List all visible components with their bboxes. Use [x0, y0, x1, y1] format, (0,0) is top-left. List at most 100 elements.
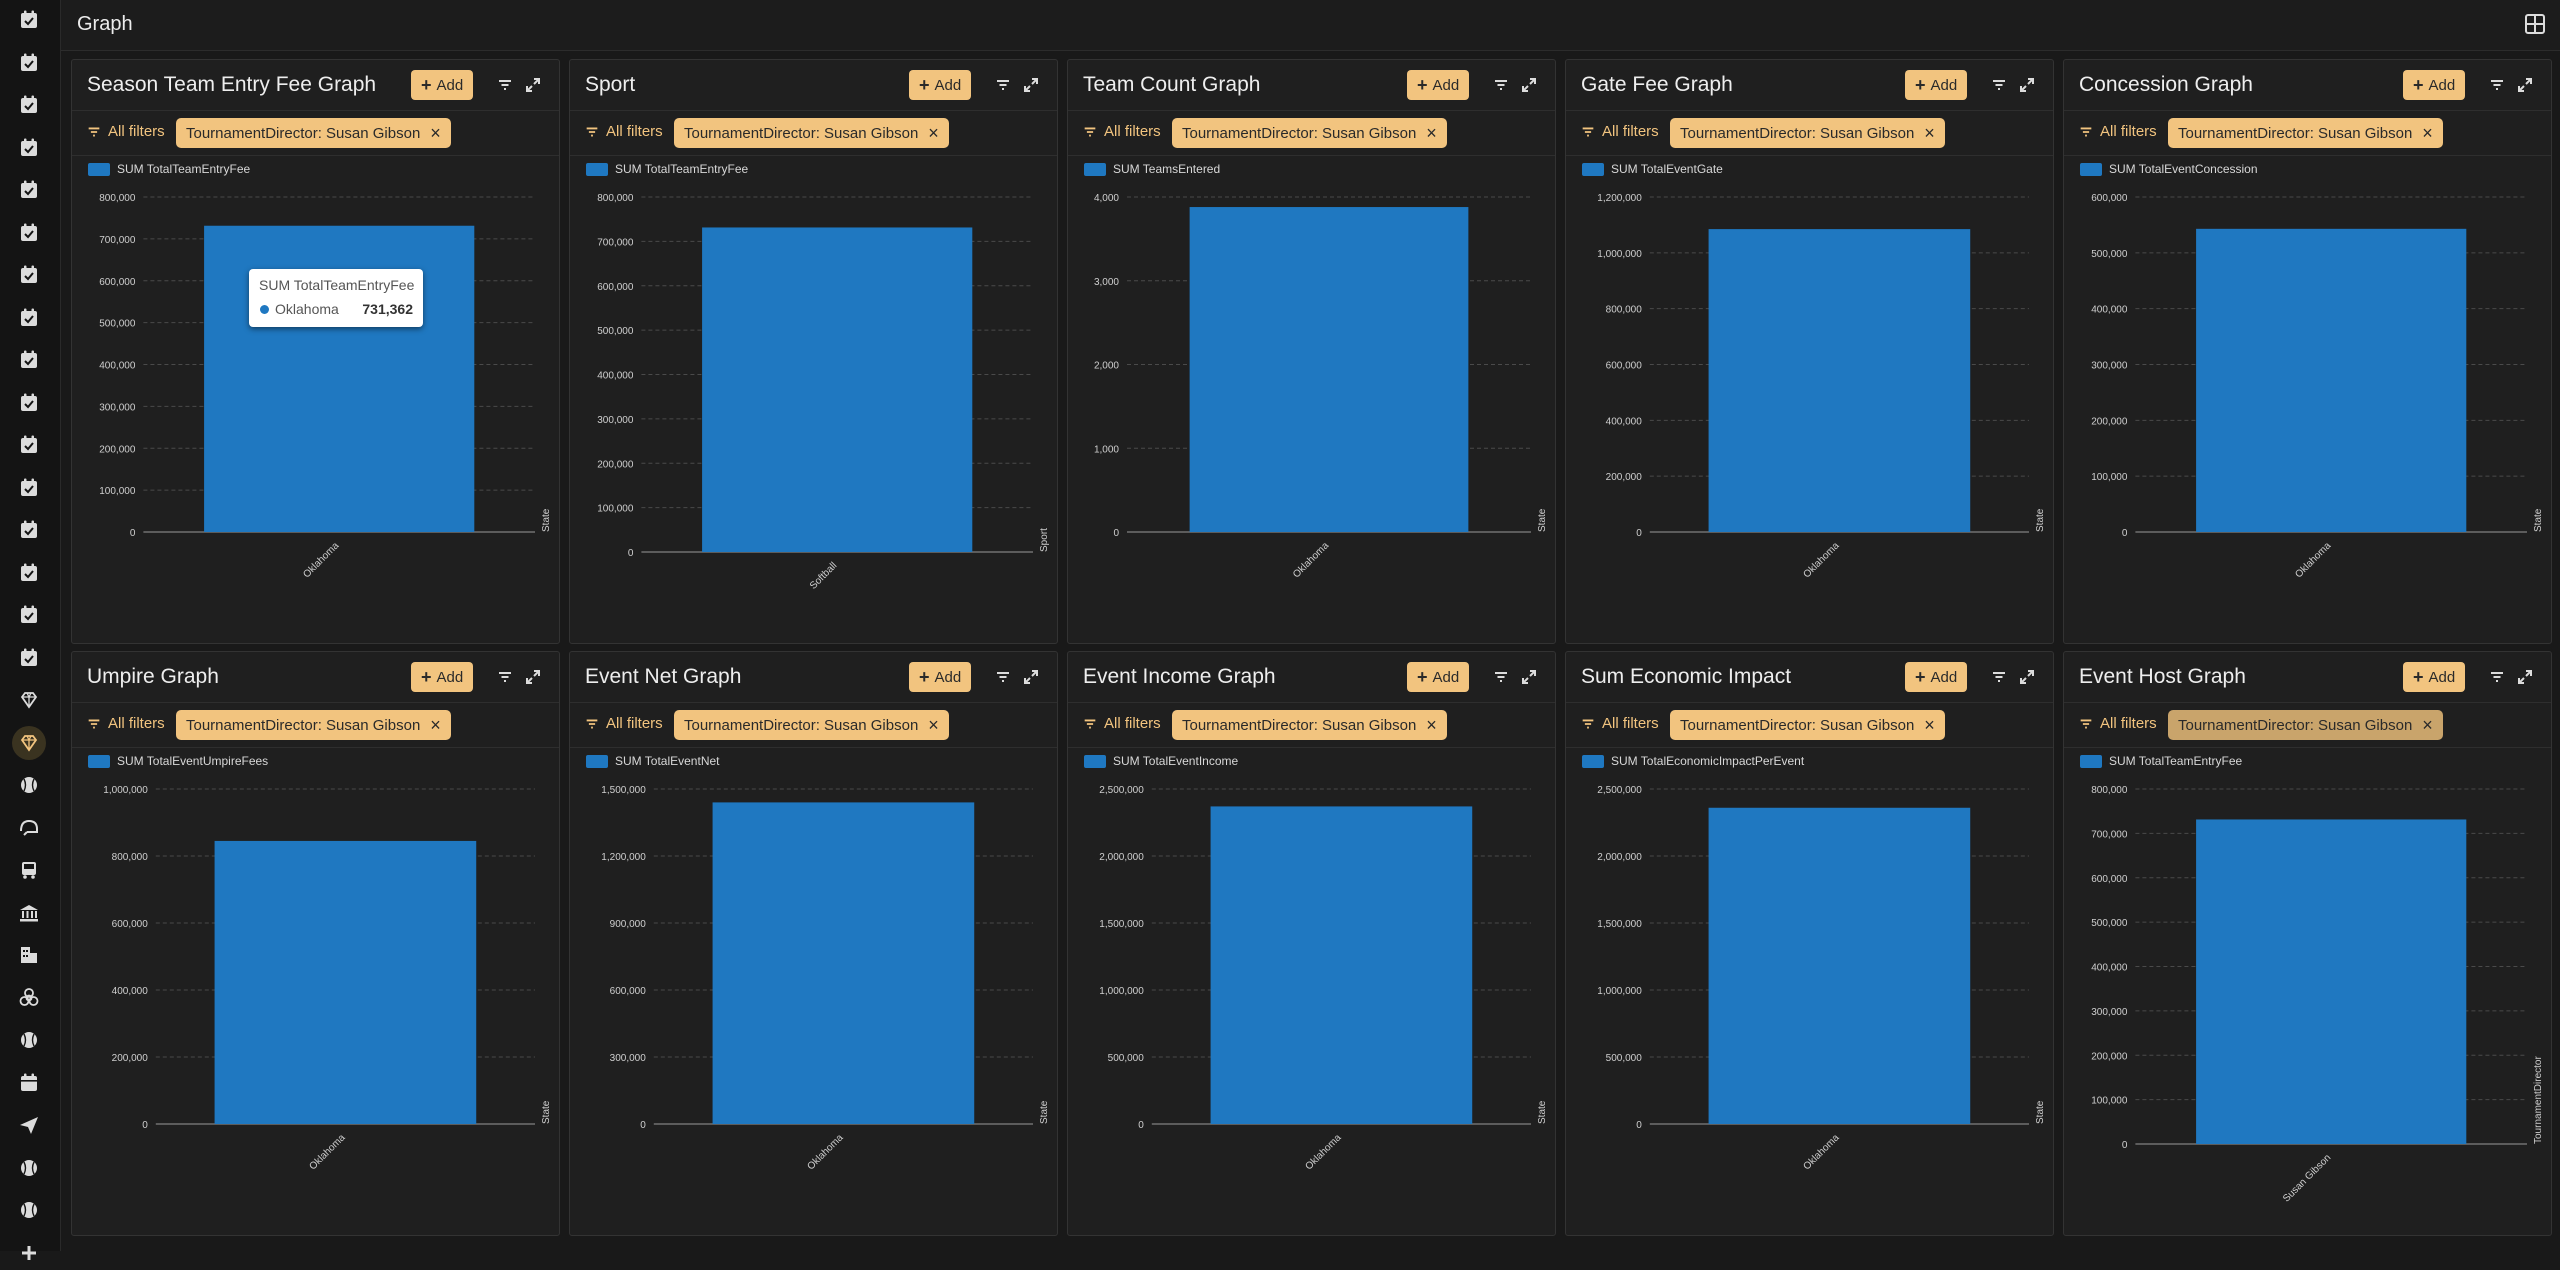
- bar[interactable]: [712, 802, 975, 1124]
- sidebar-item-16[interactable]: [12, 641, 46, 675]
- sidebar-item-12[interactable]: [12, 471, 46, 505]
- chart-legend[interactable]: SUM TotalEventUmpireFees: [88, 754, 268, 768]
- filter-icon[interactable]: [1990, 76, 2008, 94]
- expand-icon[interactable]: [524, 668, 542, 686]
- filter-icon[interactable]: [496, 668, 514, 686]
- sidebar-item-15[interactable]: [12, 598, 46, 632]
- all-filters-button[interactable]: All filters: [584, 715, 663, 732]
- filter-chip[interactable]: TournamentDirector: Susan Gibson ×: [1670, 710, 1945, 740]
- sidebar-item-13[interactable]: [12, 513, 46, 547]
- bar[interactable]: [1210, 806, 1473, 1124]
- sidebar-item-9[interactable]: [12, 343, 46, 377]
- all-filters-button[interactable]: All filters: [1580, 123, 1659, 140]
- sidebar-item-17[interactable]: [12, 683, 46, 717]
- filter-icon[interactable]: [496, 76, 514, 94]
- close-icon[interactable]: ×: [928, 715, 939, 735]
- sidebar-item-20[interactable]: [12, 811, 46, 845]
- sidebar-item-21[interactable]: [12, 853, 46, 887]
- close-icon[interactable]: ×: [1924, 123, 1935, 143]
- bar[interactable]: [214, 840, 477, 1124]
- chart-legend[interactable]: SUM TotalTeamEntryFee: [586, 162, 748, 176]
- sidebar-item-11[interactable]: [12, 428, 46, 462]
- sidebar-item-5[interactable]: [12, 173, 46, 207]
- bar[interactable]: [2196, 228, 2467, 532]
- expand-icon[interactable]: [1022, 668, 1040, 686]
- expand-icon[interactable]: [1520, 668, 1538, 686]
- all-filters-button[interactable]: All filters: [1580, 715, 1659, 732]
- filter-chip[interactable]: TournamentDirector: Susan Gibson ×: [1172, 118, 1447, 148]
- add-button[interactable]: + Add: [1905, 70, 1968, 100]
- sidebar-item-10[interactable]: [12, 386, 46, 420]
- layout-grid-icon[interactable]: [2524, 13, 2546, 35]
- all-filters-button[interactable]: All filters: [2078, 715, 2157, 732]
- close-icon[interactable]: ×: [1426, 123, 1437, 143]
- bar[interactable]: [2196, 819, 2467, 1144]
- expand-icon[interactable]: [524, 76, 542, 94]
- sidebar-item-1[interactable]: [12, 3, 46, 37]
- sidebar-item-29[interactable]: [12, 1193, 46, 1227]
- filter-icon[interactable]: [994, 76, 1012, 94]
- filter-chip[interactable]: TournamentDirector: Susan Gibson ×: [2168, 118, 2443, 148]
- bar[interactable]: [1708, 807, 1971, 1124]
- filter-chip[interactable]: TournamentDirector: Susan Gibson ×: [674, 118, 949, 148]
- sidebar-item-27[interactable]: [12, 1108, 46, 1142]
- close-icon[interactable]: ×: [1426, 715, 1437, 735]
- sidebar-item-30[interactable]: [12, 1236, 46, 1270]
- sidebar-item-8[interactable]: [12, 301, 46, 335]
- sidebar-item-25[interactable]: [12, 1023, 46, 1057]
- chart-legend[interactable]: SUM TotalEventNet: [586, 754, 720, 768]
- filter-icon[interactable]: [1990, 668, 2008, 686]
- close-icon[interactable]: ×: [1924, 715, 1935, 735]
- close-icon[interactable]: ×: [2422, 123, 2433, 143]
- filter-chip[interactable]: TournamentDirector: Susan Gibson ×: [2168, 710, 2443, 740]
- sidebar-item-22[interactable]: [12, 896, 46, 930]
- chart-legend[interactable]: SUM TotalTeamEntryFee: [2080, 754, 2242, 768]
- chart-legend[interactable]: SUM TotalEventConcession: [2080, 162, 2258, 176]
- chart-legend[interactable]: SUM TotalTeamEntryFee: [88, 162, 250, 176]
- add-button[interactable]: + Add: [2403, 662, 2466, 692]
- filter-chip[interactable]: TournamentDirector: Susan Gibson ×: [1172, 710, 1447, 740]
- all-filters-button[interactable]: All filters: [584, 123, 663, 140]
- expand-icon[interactable]: [2516, 76, 2534, 94]
- bar[interactable]: [1189, 207, 1469, 533]
- bar[interactable]: [1708, 229, 1971, 532]
- sidebar-item-19[interactable]: [12, 768, 46, 802]
- chart-legend[interactable]: SUM TotalEventIncome: [1084, 754, 1238, 768]
- all-filters-button[interactable]: All filters: [2078, 123, 2157, 140]
- add-button[interactable]: + Add: [909, 662, 972, 692]
- filter-chip[interactable]: TournamentDirector: Susan Gibson ×: [176, 710, 451, 740]
- sidebar-item-6[interactable]: [12, 216, 46, 250]
- add-button[interactable]: + Add: [1905, 662, 1968, 692]
- filter-chip[interactable]: TournamentDirector: Susan Gibson ×: [176, 118, 451, 148]
- sidebar-item-3[interactable]: [12, 88, 46, 122]
- add-button[interactable]: + Add: [411, 662, 474, 692]
- filter-icon[interactable]: [1492, 668, 1510, 686]
- filter-icon[interactable]: [1492, 76, 1510, 94]
- filter-chip[interactable]: TournamentDirector: Susan Gibson ×: [674, 710, 949, 740]
- close-icon[interactable]: ×: [430, 715, 441, 735]
- close-icon[interactable]: ×: [928, 123, 939, 143]
- filter-icon[interactable]: [2488, 668, 2506, 686]
- chart-legend[interactable]: SUM TotalEventGate: [1582, 162, 1723, 176]
- expand-icon[interactable]: [2018, 76, 2036, 94]
- expand-icon[interactable]: [2018, 668, 2036, 686]
- add-button[interactable]: + Add: [2403, 70, 2466, 100]
- filter-icon[interactable]: [2488, 76, 2506, 94]
- sidebar-item-26[interactable]: [12, 1066, 46, 1100]
- sidebar-item-24[interactable]: [12, 981, 46, 1015]
- add-button[interactable]: + Add: [1407, 662, 1470, 692]
- all-filters-button[interactable]: All filters: [86, 123, 165, 140]
- filter-chip[interactable]: TournamentDirector: Susan Gibson ×: [1670, 118, 1945, 148]
- all-filters-button[interactable]: All filters: [1082, 715, 1161, 732]
- add-button[interactable]: + Add: [909, 70, 972, 100]
- chart-legend[interactable]: SUM TotalEconomicImpactPerEvent: [1582, 754, 1804, 768]
- sidebar-item-23[interactable]: [12, 938, 46, 972]
- filter-icon[interactable]: [994, 668, 1012, 686]
- add-button[interactable]: + Add: [1407, 70, 1470, 100]
- sidebar-item-28[interactable]: [12, 1151, 46, 1185]
- all-filters-button[interactable]: All filters: [1082, 123, 1161, 140]
- close-icon[interactable]: ×: [2422, 715, 2433, 735]
- expand-icon[interactable]: [1022, 76, 1040, 94]
- close-icon[interactable]: ×: [430, 123, 441, 143]
- add-button[interactable]: + Add: [411, 70, 474, 100]
